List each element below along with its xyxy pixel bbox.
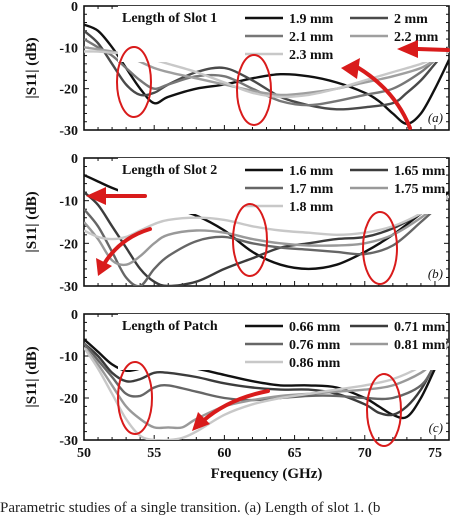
trend-arrow-head — [397, 40, 418, 58]
legend-entry: 2.2 mm — [394, 30, 439, 45]
series-line-1.75mm — [84, 195, 449, 267]
series-line-0.71mm — [84, 338, 449, 417]
figure: 0 -10 -20 -30 |S11| (dB) Length of Slot 1 1.9 … — [24, 0, 450, 482]
legend-title: Length of Patch — [122, 319, 218, 334]
legend-entry: 0.76 mm — [289, 338, 341, 353]
legend-title: Length of Slot 1 — [122, 11, 217, 26]
trend-arrow-head — [86, 187, 106, 205]
y-tick-label: 0 — [71, 0, 78, 15]
x-tick-label: 75 — [428, 446, 442, 461]
trend-arrow — [355, 65, 412, 130]
legend-entry: 1.8 mm — [289, 200, 334, 215]
x-tick-label: 50 — [77, 446, 91, 461]
y-tick-label: -10 — [59, 350, 78, 365]
legend-entry: 0.66 mm — [289, 320, 341, 335]
legend-background — [118, 6, 446, 62]
legend-entry: 1.7 mm — [289, 182, 334, 197]
trend-arrow — [102, 227, 152, 266]
series-line-2mm — [84, 29, 449, 111]
panel-label: (a) — [428, 110, 443, 125]
y-tick-label: -20 — [59, 83, 78, 98]
legend-entry: 1.9 mm — [289, 12, 334, 27]
y-tick-label: -10 — [59, 41, 78, 56]
y-axis-label: |S11| (dB) — [24, 37, 40, 98]
y-axis-label: |S11| (dB) — [24, 191, 40, 252]
legend-entry: 1.6 mm — [289, 164, 334, 179]
y-tick-label: 0 — [71, 152, 78, 167]
y-axis-label: |S11| (dB) — [24, 346, 40, 407]
highlight-ellipse — [366, 373, 402, 447]
y-tick-label: -30 — [59, 434, 78, 449]
trend-arrow — [416, 47, 450, 52]
x-tick-label: 60 — [217, 446, 231, 461]
trend-arrow-head — [192, 412, 210, 431]
legend-entry: 0.71 mm — [394, 320, 446, 335]
legend-entry: 1.65 mm — [394, 164, 446, 179]
series-line-1.8mm — [84, 195, 449, 241]
y-tick-label: -30 — [59, 280, 78, 295]
panel-label: (c) — [429, 420, 443, 435]
x-tick-label: 70 — [358, 446, 372, 461]
y-tick-label: -10 — [59, 195, 78, 210]
panel-label: (b) — [428, 266, 443, 281]
trend-arrow-head — [341, 58, 360, 79]
series-line-0.66mm — [84, 338, 449, 420]
highlight-ellipse — [116, 46, 152, 118]
legend-background — [118, 158, 446, 214]
legend-entry: 1.75 mm — [394, 182, 446, 197]
trend-arrow — [201, 389, 270, 423]
x-axis-label: Frequency (GHz) — [211, 466, 323, 482]
chart-panel-a: 0 -10 -20 -30 |S11| (dB) Length of Slot 1 1.9 … — [24, 0, 450, 139]
highlight-ellipse — [232, 203, 268, 277]
y-tick-label: 0 — [71, 308, 78, 323]
y-tick-label: -30 — [59, 124, 78, 139]
x-tick-label: 55 — [147, 446, 161, 461]
figure-caption: Parametric studies of a single transitio… — [0, 500, 381, 516]
legend-entry: 0.86 mm — [289, 356, 341, 371]
highlight-ellipse — [117, 361, 153, 435]
legend-background — [118, 314, 446, 370]
trend-arrow-head — [96, 258, 112, 276]
series-line-1.7mm — [84, 195, 449, 286]
y-tick-label: -20 — [59, 237, 78, 252]
legend-entry: 2 mm — [394, 12, 428, 27]
highlight-ellipse — [362, 211, 398, 285]
x-tick-label: 65 — [288, 446, 302, 461]
chart-panel-b: 0 -10 -20 -30 |S11| (dB) Length of Slot 2 1.6 … — [24, 152, 450, 295]
legend-entry: 0.81 mm — [394, 338, 446, 353]
legend-entry: 2.1 mm — [289, 30, 334, 45]
legend-title: Length of Slot 2 — [122, 163, 217, 178]
legend-entry: 2.3 mm — [289, 48, 334, 63]
y-tick-label: -20 — [59, 392, 78, 407]
highlight-ellipse — [236, 54, 272, 126]
